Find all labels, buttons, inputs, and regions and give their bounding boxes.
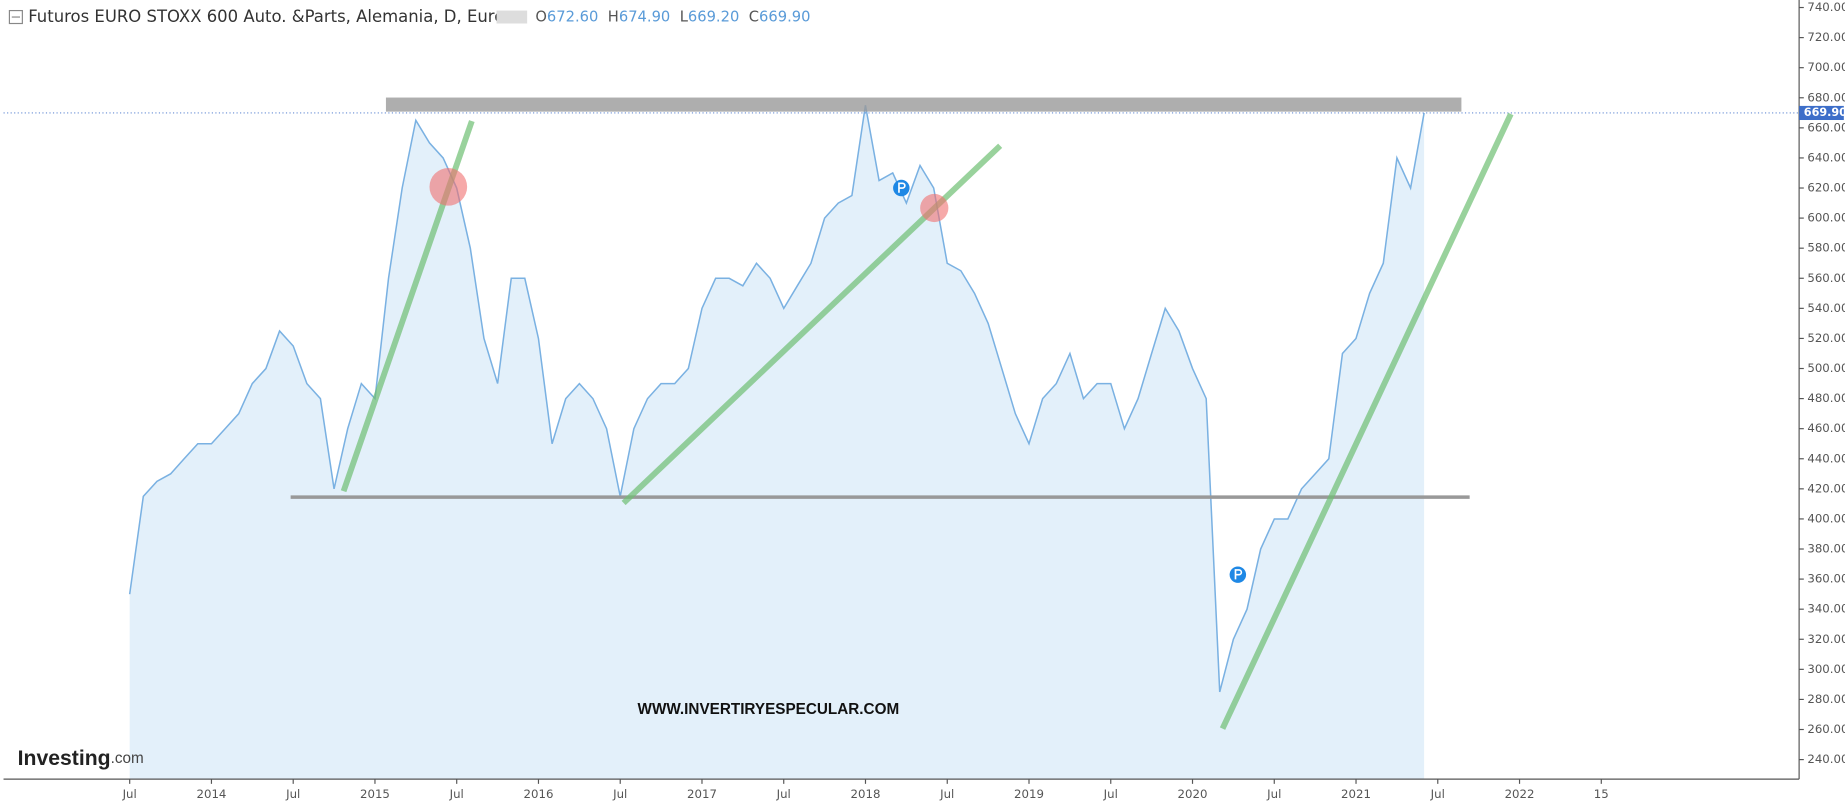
x-tick-label: 2014	[196, 787, 226, 801]
ohlc-value: 672.60	[547, 9, 598, 26]
y-tick-label: 640.00	[1807, 150, 1845, 164]
x-tick-label: 2020	[1178, 787, 1208, 801]
resistance-band	[385, 97, 1462, 112]
y-tick-label: 380.00	[1807, 542, 1845, 556]
x-tick-label: Jul	[939, 787, 954, 801]
trend-line	[1219, 112, 1514, 730]
y-tick-label: 460.00	[1807, 421, 1845, 435]
collapse-icon[interactable]	[8, 9, 23, 25]
plot-area	[128, 105, 1425, 780]
y-tick-label: 420.00	[1807, 481, 1845, 495]
x-tick-label: Jul	[612, 787, 627, 801]
event-icon	[898, 182, 906, 193]
y-tick-label: 360.00	[1807, 572, 1845, 586]
ohlc-label: C	[749, 9, 759, 26]
x-tick-label: Jul	[776, 787, 791, 801]
logo-name: Investing	[18, 747, 111, 770]
y-tick-label: 480.00	[1807, 391, 1845, 405]
logo: Investing.com	[18, 747, 144, 770]
x-tick-label: 2022	[1505, 787, 1535, 801]
x-tick-label: 2019	[1014, 787, 1044, 801]
y-tick-label: 620.00	[1807, 181, 1845, 195]
watermark: WWW.INVERTIRYESPECULAR.COM	[638, 701, 900, 718]
price-line	[128, 105, 1425, 693]
chart-title: Futuros EURO STOXX 600 Auto. &Parts, Ale…	[28, 7, 514, 26]
y-tick-label: 660.00	[1807, 120, 1845, 134]
ohlc-value: 674.90	[619, 9, 670, 26]
break-marker	[429, 168, 468, 206]
y-tick-label: 540.00	[1807, 301, 1845, 315]
y-tick-label: 600.00	[1807, 211, 1845, 225]
ohlc: O672.60 H674.90 L669.20 C669.90	[535, 9, 810, 26]
y-tick-label: 280.00	[1807, 692, 1845, 706]
x-tick-label: 2015	[360, 787, 390, 801]
y-tick-label: 320.00	[1807, 632, 1845, 646]
ohlc-label: O	[535, 9, 547, 26]
y-tick-label: 520.00	[1807, 331, 1845, 345]
y-tick-label: 440.00	[1807, 451, 1845, 465]
y-tick-label: 700.00	[1807, 60, 1845, 74]
x-tick-label: Jul	[1266, 787, 1281, 801]
y-tick-label: 260.00	[1807, 722, 1845, 736]
y-tick-label: 580.00	[1807, 241, 1845, 255]
x-tick-label: 15	[1594, 787, 1609, 801]
x-tick-label: Jul	[449, 787, 464, 801]
area-fill	[129, 105, 1425, 780]
x-tick-label: Jul	[1103, 787, 1118, 801]
break-marker	[920, 193, 949, 223]
y-tick-label: 560.00	[1807, 271, 1845, 285]
event-icon	[1234, 569, 1243, 580]
last-price-box	[1799, 105, 1844, 121]
x-tick-label: Jul	[285, 787, 300, 801]
ohlc-label: H	[608, 9, 619, 26]
drawings	[290, 97, 1514, 730]
x-tick-label: Jul	[1430, 787, 1445, 801]
settings-icon[interactable]	[496, 10, 528, 24]
x-tick-label: Jul	[122, 787, 137, 801]
y-tick-label: 400.00	[1807, 511, 1845, 525]
ohlc-label: L	[680, 9, 689, 26]
y-tick-label: 720.00	[1807, 30, 1845, 44]
y-tick-label: 740.00	[1807, 0, 1845, 14]
last-price-label: 669.90	[1804, 106, 1845, 119]
x-tick-label: 2018	[851, 787, 881, 801]
y-tick-label: 680.00	[1807, 90, 1845, 104]
ohlc-value: 669.20	[688, 9, 739, 26]
y-tick-label: 300.00	[1807, 662, 1845, 676]
y-tick-label: 500.00	[1807, 361, 1845, 375]
x-tick-label: 2021	[1341, 787, 1371, 801]
x-tick-label: 2016	[524, 787, 554, 801]
y-tick-label: 340.00	[1807, 602, 1845, 616]
x-tick-label: 2017	[687, 787, 717, 801]
y-tick-label: 240.00	[1807, 752, 1845, 766]
ohlc-value: 669.90	[759, 9, 810, 26]
logo-suffix: .com	[111, 750, 144, 767]
